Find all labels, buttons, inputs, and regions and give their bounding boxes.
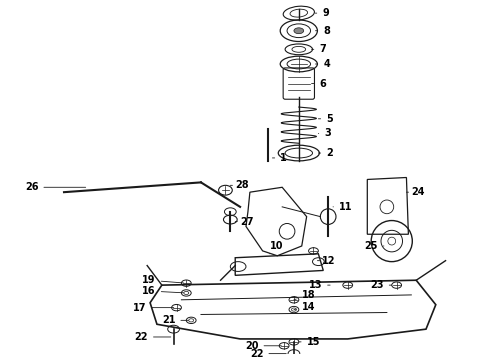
Text: 3: 3 bbox=[318, 129, 331, 139]
Text: 20: 20 bbox=[245, 341, 281, 351]
Text: 12: 12 bbox=[318, 256, 336, 266]
Text: 27: 27 bbox=[235, 216, 254, 226]
Text: 8: 8 bbox=[316, 26, 330, 36]
Text: 5: 5 bbox=[318, 114, 333, 124]
Text: 22: 22 bbox=[134, 332, 171, 342]
Text: 28: 28 bbox=[230, 180, 249, 190]
Text: 26: 26 bbox=[25, 182, 86, 192]
Text: 23: 23 bbox=[370, 280, 392, 290]
Text: 13: 13 bbox=[309, 280, 330, 290]
Text: 2: 2 bbox=[318, 148, 333, 158]
Text: 4: 4 bbox=[316, 59, 330, 69]
Text: 14: 14 bbox=[294, 302, 315, 312]
Text: 19: 19 bbox=[142, 275, 184, 285]
Text: 6: 6 bbox=[312, 78, 326, 89]
Text: 16: 16 bbox=[142, 286, 184, 296]
Text: 22: 22 bbox=[250, 348, 286, 359]
Text: 21: 21 bbox=[162, 315, 189, 325]
Text: 7: 7 bbox=[312, 44, 326, 54]
Text: 10: 10 bbox=[270, 241, 283, 254]
Text: 9: 9 bbox=[315, 8, 329, 18]
Text: 11: 11 bbox=[333, 202, 352, 212]
Text: 17: 17 bbox=[132, 303, 174, 312]
Text: 15: 15 bbox=[299, 337, 320, 347]
Text: 18: 18 bbox=[294, 290, 316, 300]
Text: 24: 24 bbox=[406, 187, 425, 197]
Text: 25: 25 bbox=[365, 241, 384, 251]
Text: 1: 1 bbox=[272, 153, 287, 163]
Ellipse shape bbox=[294, 28, 304, 34]
